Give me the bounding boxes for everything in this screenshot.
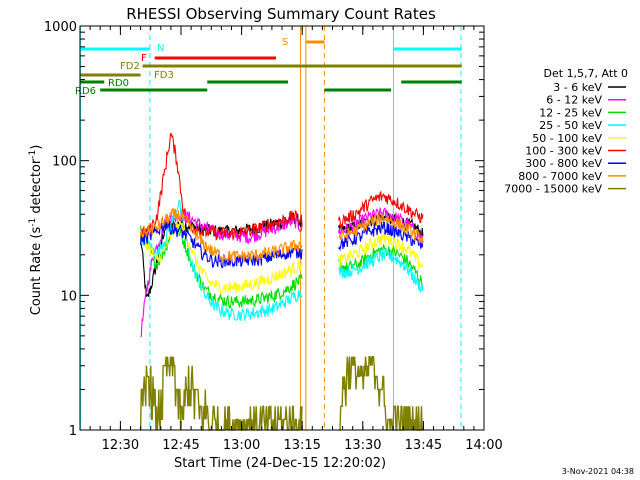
x-tick-label-5: 13:45 bbox=[405, 438, 442, 453]
legend-label-6: 100 - 300 keV bbox=[525, 145, 602, 158]
y-axis-label: Count Rate (s-1 detector-1) bbox=[28, 145, 44, 316]
series-line-6-seg1 bbox=[140, 132, 303, 241]
legend-label-8: 800 - 7000 keV bbox=[518, 170, 602, 183]
marker-label-N: N bbox=[157, 43, 164, 54]
y-tick-label-1: 10 bbox=[60, 289, 77, 304]
plot-area: NF S FD2 FD3 RD0 RD6 1 10 100 1000 12:30 12:45 13:00… bbox=[44, 20, 503, 453]
y-axis-label-mid: detector bbox=[29, 158, 44, 218]
x-tick-label-0: 12:30 bbox=[102, 438, 139, 453]
chart-title: RHESSI Observing Summary Count Rates bbox=[126, 5, 436, 23]
x-tick-label-2: 13:00 bbox=[223, 438, 260, 453]
y-axis-label-sup2: -1 bbox=[28, 150, 38, 159]
marker-label-S: S bbox=[282, 37, 288, 48]
x-tick-label-3: 13:15 bbox=[283, 438, 320, 453]
series-line-8-seg2 bbox=[338, 212, 424, 245]
legend-title: Det 1,5,7, Att 0 bbox=[544, 67, 628, 80]
legend-label-5: 50 - 100 keV bbox=[532, 132, 602, 145]
marker-label-RD0: RD0 bbox=[108, 78, 129, 89]
y-tick-label-2: 100 bbox=[52, 155, 77, 170]
series-line-5-seg1 bbox=[140, 221, 303, 295]
legend-label-9: 7000 - 15000 keV bbox=[504, 183, 602, 196]
series-line-2-seg2 bbox=[338, 207, 424, 241]
y-axis-label-sup1: -1 bbox=[28, 218, 38, 227]
series-line-5-seg2 bbox=[338, 231, 424, 270]
legend-label-7: 300 - 800 keV bbox=[525, 157, 602, 170]
x-tick-label-4: 13:30 bbox=[344, 438, 381, 453]
series-line-4-seg2 bbox=[338, 248, 424, 293]
legend-label-1: 3 - 6 keV bbox=[553, 81, 602, 94]
marker-label-FD3: FD3 bbox=[154, 70, 174, 81]
footer-date: 3-Nov-2021 04:38 bbox=[562, 467, 634, 476]
marker-label-FD2: FD2 bbox=[120, 61, 140, 72]
x-tick-label-6: 14:00 bbox=[465, 438, 502, 453]
marker-label-RD6: RD6 bbox=[75, 86, 96, 97]
legend-label-4: 25 - 50 keV bbox=[539, 119, 602, 132]
legend-label-3: 12 - 25 keV bbox=[539, 106, 602, 119]
y-axis-label-end: ) bbox=[29, 145, 44, 150]
series-line-2-seg1 bbox=[140, 208, 303, 338]
series-line-7-seg2 bbox=[338, 221, 424, 252]
x-axis-label: Start Time (24-Dec-15 12:20:02) bbox=[174, 456, 386, 471]
series-line-3-seg1 bbox=[140, 225, 303, 310]
x-tick-label-1: 12:45 bbox=[162, 438, 199, 453]
series-line-6-seg2 bbox=[338, 190, 424, 229]
y-tick-label-0: 1 bbox=[69, 424, 77, 439]
series-line-8-seg1 bbox=[140, 207, 303, 263]
legend-label-2: 6 - 12 keV bbox=[546, 94, 602, 107]
marker-label-F: F bbox=[141, 53, 147, 64]
series-line-9-seg2 bbox=[338, 356, 423, 431]
y-axis-label-main: Count Rate (s bbox=[29, 227, 44, 316]
series-line-9-seg1 bbox=[139, 356, 303, 431]
y-tick-label-3: 1000 bbox=[44, 20, 77, 35]
